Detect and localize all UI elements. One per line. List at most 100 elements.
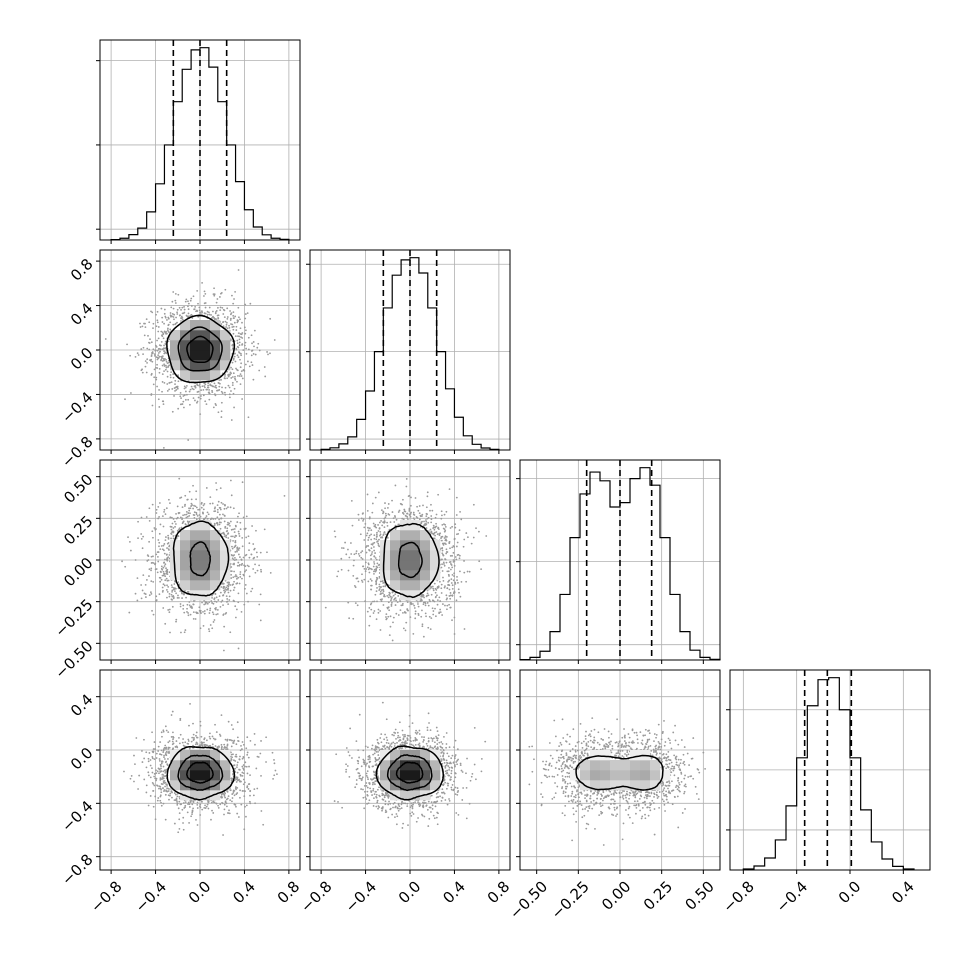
scatter-point (573, 795, 576, 798)
scatter-point (177, 807, 180, 810)
scatter-point (178, 818, 181, 821)
scatter-point (166, 390, 169, 392)
scatter-point (171, 522, 174, 525)
scatter-point (213, 293, 216, 296)
scatter-point (230, 577, 233, 579)
scatter-point (381, 806, 384, 808)
density-cell (410, 770, 421, 781)
density-cell (190, 320, 201, 331)
scatter-point (244, 341, 247, 344)
scatter-point (163, 549, 165, 552)
scatter-point (201, 385, 204, 388)
scatter-point (223, 515, 226, 517)
scatter-point (372, 546, 375, 548)
density-cell (190, 760, 201, 771)
scatter-point (379, 629, 382, 631)
scatter-point (247, 348, 250, 351)
scatter-point (202, 508, 205, 511)
scatter-point (224, 800, 227, 803)
scatter-point (448, 488, 451, 491)
scatter-point (393, 731, 396, 734)
scatter-point (430, 521, 433, 524)
scatter-point (237, 576, 240, 579)
scatter-point (387, 601, 390, 604)
scatter-point (170, 598, 173, 601)
scatter-point (230, 724, 233, 726)
scatter-point (528, 745, 531, 748)
scatter-point (210, 314, 212, 316)
density-cell (410, 560, 421, 571)
density-cell (200, 580, 211, 591)
scatter-point (128, 540, 131, 543)
scatter-point (671, 780, 673, 783)
scatter-point (381, 701, 384, 704)
scatter-point (454, 581, 457, 584)
scatter-point (167, 537, 170, 540)
scatter-point (228, 386, 231, 389)
scatter-point (237, 647, 240, 650)
scatter-point (215, 488, 218, 491)
scatter-point (144, 322, 146, 325)
scatter-point (184, 494, 187, 497)
scatter-point (445, 772, 448, 775)
scatter-point (616, 718, 619, 721)
scatter-point (415, 820, 418, 823)
scatter-point (162, 730, 165, 733)
scatter-point (383, 593, 386, 596)
scatter-point (393, 515, 396, 517)
scatter-point (632, 741, 635, 744)
scatter-point (148, 594, 151, 597)
scatter-point (441, 791, 444, 794)
scatter-point (378, 806, 381, 808)
scatter-point (608, 736, 610, 739)
scatter-point (628, 794, 631, 797)
scatter-point (164, 771, 167, 773)
scatter-point (679, 762, 682, 765)
scatter-point (151, 561, 154, 564)
scatter-point (443, 761, 446, 764)
scatter-point (362, 512, 364, 515)
scatter-point (172, 535, 175, 537)
scatter-point (167, 787, 169, 790)
scatter-point (362, 796, 365, 799)
density-cell (170, 780, 181, 791)
scatter-point (219, 605, 222, 608)
scatter-point (631, 822, 634, 825)
scatter-point (366, 790, 369, 793)
scatter-point (167, 731, 170, 733)
scatter-point (441, 563, 443, 566)
scatter-point (200, 395, 202, 397)
scatter-point (238, 778, 240, 781)
scatter-point (371, 744, 374, 747)
scatter-point (182, 607, 185, 610)
scatter-point (376, 535, 378, 538)
scatter-point (219, 591, 222, 594)
density-cell (200, 330, 211, 341)
scatter-point (206, 511, 209, 514)
scatter-point (370, 602, 373, 605)
scatter-point (169, 376, 172, 379)
scatter-point (203, 503, 206, 505)
scatter-point (163, 552, 166, 555)
scatter-point (165, 747, 167, 750)
scatter-point (193, 516, 196, 519)
scatter-point (426, 808, 429, 811)
scatter-point (633, 731, 636, 734)
scatter-point (382, 745, 384, 748)
scatter-point (563, 814, 566, 817)
scatter-point (376, 745, 378, 748)
scatter-point (376, 788, 379, 791)
scatter-point (454, 786, 457, 789)
scatter-point (197, 508, 199, 511)
scatter-point (569, 750, 572, 753)
scatter-point (136, 352, 139, 355)
scatter-point (347, 548, 349, 551)
scatter-point (647, 747, 650, 749)
scatter-point (213, 294, 216, 297)
scatter-point (480, 757, 483, 760)
scatter-point (417, 612, 420, 615)
density-cell (190, 370, 201, 381)
scatter-point (675, 755, 678, 758)
scatter-point (697, 798, 700, 801)
scatter-point (227, 720, 230, 723)
